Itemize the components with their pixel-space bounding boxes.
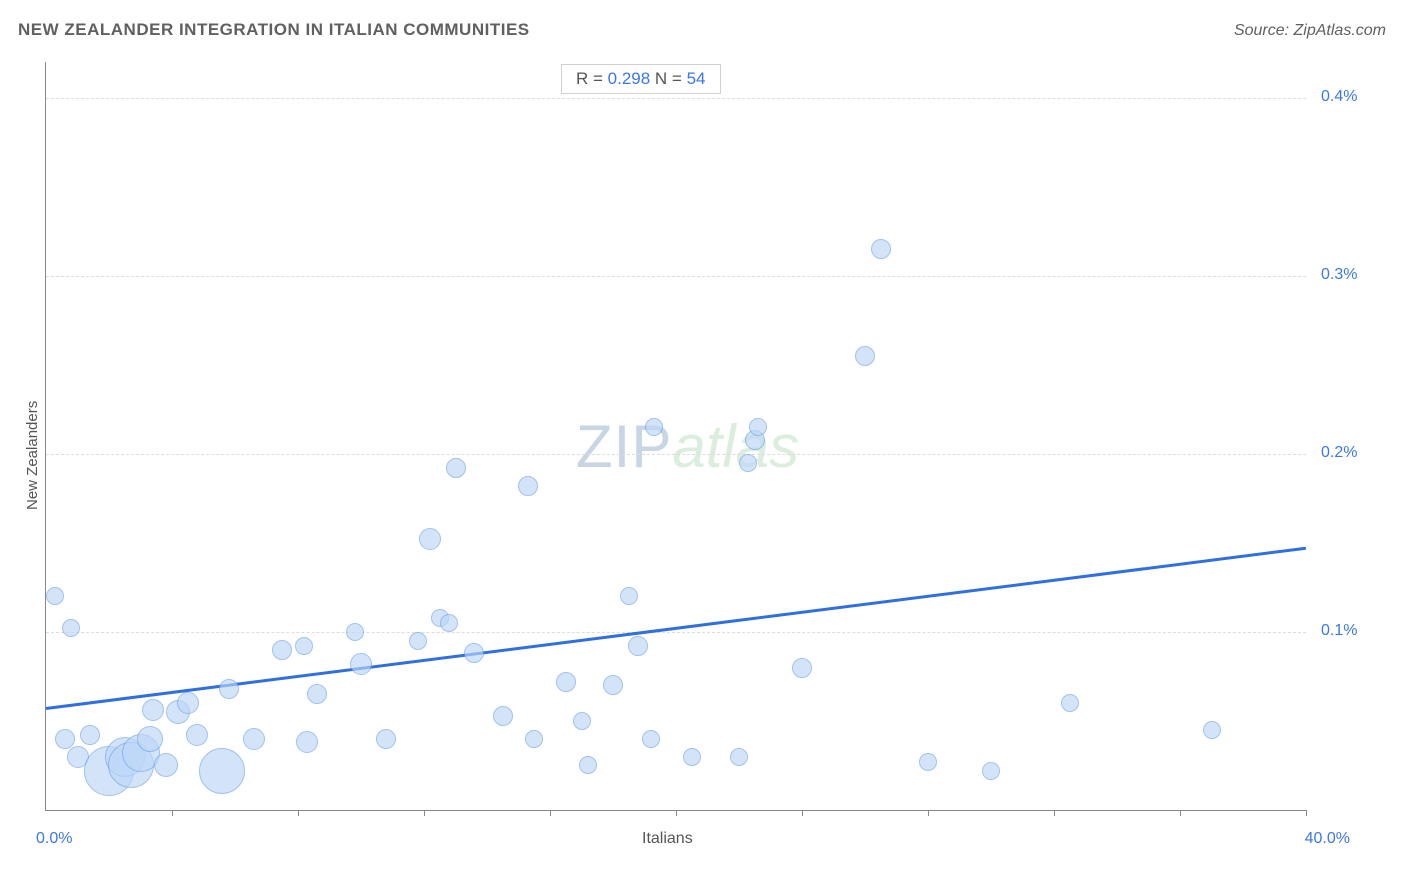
x-tick [928,810,929,816]
data-point [982,762,1000,780]
data-point [730,748,748,766]
x-tick [676,810,677,816]
data-point [177,692,199,714]
data-point [350,653,372,675]
data-point [556,672,576,692]
data-point [137,726,163,752]
data-point [409,632,427,650]
data-point [243,728,265,750]
data-point [628,636,648,656]
x-min-label: 0.0% [36,830,72,848]
data-point [376,729,396,749]
data-point [579,756,597,774]
gridline [46,454,1306,455]
gridline [46,98,1306,99]
data-point [62,619,80,637]
data-point [199,748,245,794]
y-tick-label: 0.2% [1321,444,1357,462]
data-point [603,675,623,695]
data-point [518,476,538,496]
y-tick-label: 0.3% [1321,266,1357,284]
data-point [871,239,891,259]
data-point [792,658,812,678]
x-tick [172,810,173,816]
data-point [739,454,757,472]
r-value: 0.298 [608,69,651,88]
data-point [46,587,64,605]
data-point [296,731,318,753]
data-point [525,730,543,748]
stats-box: R = 0.298 N = 54 [561,64,721,94]
x-tick [298,810,299,816]
data-point [440,614,458,632]
n-value: 54 [687,69,706,88]
data-point [642,730,660,748]
y-axis-label: New Zealanders [24,401,41,510]
data-point [346,623,364,641]
watermark-atlas: atlas [672,413,799,480]
data-point [1203,721,1221,739]
x-tick [550,810,551,816]
data-point [573,712,591,730]
gridline [46,632,1306,633]
data-point [307,684,327,704]
data-point [186,724,208,746]
n-label: N = [650,69,686,88]
data-point [80,725,100,745]
data-point [645,418,663,436]
data-point [620,587,638,605]
x-axis-label: Italians [642,830,693,848]
y-tick-label: 0.4% [1321,88,1357,106]
x-tick [802,810,803,816]
x-max-label: 40.0% [1305,830,1350,848]
scatter-plot-area: ZIPatlas R = 0.298 N = 54 [45,62,1306,811]
data-point [272,640,292,660]
data-point [855,346,875,366]
data-point [295,637,313,655]
r-label: R = [576,69,608,88]
x-tick [1306,810,1307,816]
data-point [419,528,441,550]
data-point [464,643,484,663]
y-tick-label: 0.1% [1321,622,1357,640]
data-point [919,753,937,771]
source-attribution: Source: ZipAtlas.com [1234,22,1386,40]
data-point [446,458,466,478]
data-point [142,699,164,721]
x-tick [1054,810,1055,816]
gridline [46,276,1306,277]
x-tick [1180,810,1181,816]
data-point [683,748,701,766]
chart-title: NEW ZEALANDER INTEGRATION IN ITALIAN COM… [18,20,530,40]
data-point [749,418,767,436]
data-point [219,679,239,699]
data-point [154,753,178,777]
data-point [493,706,513,726]
data-point [1061,694,1079,712]
x-tick [424,810,425,816]
